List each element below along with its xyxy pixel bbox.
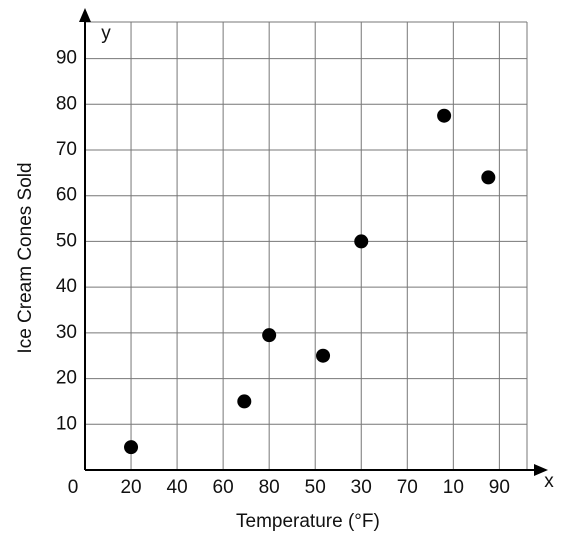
x-axis-arrow	[534, 464, 548, 476]
y-tick-label: 90	[56, 48, 77, 69]
y-axis-arrow	[79, 8, 91, 22]
point	[354, 234, 369, 249]
x-axis-label: Temperature (°F)	[236, 511, 380, 532]
x-tick-label: 80	[259, 477, 280, 498]
x-tick-label: 60	[213, 477, 234, 498]
y-tick-label: 60	[56, 185, 77, 206]
point	[237, 394, 252, 409]
y-tick-label: 50	[56, 230, 77, 251]
y-axis-letter: y	[101, 23, 111, 44]
y-axis-label: Ice Cream Cones Sold	[15, 162, 36, 353]
y-tick-label: 70	[56, 139, 77, 160]
point	[481, 170, 496, 185]
x-tick-label: 0	[68, 477, 79, 498]
x-tick-label: 90	[489, 477, 510, 498]
y-tick-label: 20	[56, 368, 77, 389]
x-axis-letter: x	[544, 471, 554, 492]
y-tick-label: 10	[56, 413, 77, 434]
point	[437, 108, 452, 123]
x-tick-label: 50	[305, 477, 326, 498]
x-tick-label: 40	[167, 477, 188, 498]
x-tick-label: 70	[397, 477, 418, 498]
x-tick-label: 20	[120, 477, 141, 498]
point	[262, 328, 277, 343]
y-tick-label: 40	[56, 276, 77, 297]
y-tick-label: 80	[56, 93, 77, 114]
point	[124, 440, 139, 455]
point	[316, 348, 331, 363]
x-tick-label: 10	[443, 477, 464, 498]
x-tick-label: 30	[351, 477, 372, 498]
y-tick-label: 30	[56, 322, 77, 343]
